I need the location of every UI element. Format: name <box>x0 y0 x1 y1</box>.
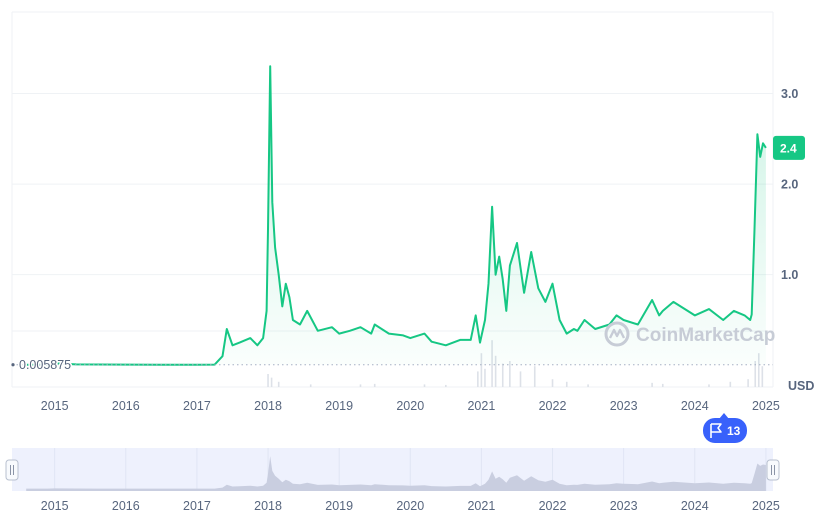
event-flag-pointer <box>719 413 729 419</box>
volume-bar <box>501 363 504 387</box>
x-tick-label: 2015 <box>41 399 69 413</box>
navigator-x-tick-label: 2015 <box>41 499 69 513</box>
navigator-x-tick-label: 2019 <box>325 499 353 513</box>
y-tick-label: 3.0 <box>781 87 798 101</box>
volume-bar <box>754 361 757 387</box>
x-tick-label: 2020 <box>396 399 424 413</box>
navigator-x-tick-label: 2018 <box>254 499 282 513</box>
start-price-dot <box>11 363 15 367</box>
volume-bar <box>651 382 653 387</box>
x-tick-label: 2025 <box>752 399 780 413</box>
x-tick-label: 2023 <box>610 399 638 413</box>
navigator-x-tick-label: 2023 <box>610 499 638 513</box>
current-price-label: 2.4 <box>780 141 797 155</box>
volume-bar <box>551 379 554 387</box>
navigator-right-handle[interactable] <box>766 459 780 481</box>
x-tick-label: 2019 <box>325 399 353 413</box>
chart-grid <box>11 11 774 388</box>
volume-bar <box>747 379 749 387</box>
navigator-price-area <box>26 456 766 491</box>
current-price-badge: 2.4 <box>773 135 805 160</box>
volume-bar <box>359 384 362 387</box>
price-area <box>26 66 766 365</box>
x-axis: 2014201520162017201820192020202120222023… <box>41 399 780 413</box>
volume-bar <box>423 384 426 387</box>
price-line[interactable] <box>26 65 767 366</box>
volume-bar <box>565 381 568 387</box>
drag-handle-icon <box>10 465 14 475</box>
x-tick-label: 2018 <box>254 399 282 413</box>
x-tick-label: 2017 <box>183 399 211 413</box>
start-price-label: 0.005875 <box>19 358 71 372</box>
navigator-x-axis: 2014201520162017201820192020202120222023… <box>41 499 780 513</box>
navigator-x-tick-label: 2020 <box>396 499 424 513</box>
volume-bar <box>708 384 710 387</box>
volume-bar <box>761 366 764 387</box>
coinmarketcap-logo-icon <box>604 321 630 347</box>
y-axis: 1.0 2.0 3.0 <box>781 87 798 282</box>
navigator-x-tick-label: 2017 <box>183 499 211 513</box>
watermark-brand-text: CoinMarketCap <box>636 325 775 346</box>
range-navigator[interactable]: 2014201520162017201820192020202120222023… <box>0 448 780 513</box>
volume-bar <box>494 355 497 387</box>
volume-bar <box>445 384 447 387</box>
x-tick-label: 2021 <box>467 399 495 413</box>
navigator-x-tick-label: 2016 <box>112 499 140 513</box>
flag-icon <box>710 423 722 438</box>
current-price-badge-background <box>773 135 805 160</box>
event-flag-count: 13 <box>727 424 741 438</box>
x-tick-label: 2022 <box>539 399 567 413</box>
volume-bar <box>477 371 479 387</box>
navigator-x-tick-label: 2022 <box>539 499 567 513</box>
volume-bar <box>587 384 589 387</box>
y-tick-label: 1.0 <box>781 268 798 282</box>
x-tick-label: 2024 <box>681 399 709 413</box>
volume-bar <box>270 377 273 387</box>
volume-bar <box>533 366 536 387</box>
navigator-x-tick-label: 2021 <box>467 499 495 513</box>
volume-bar <box>267 374 269 387</box>
volume-bar <box>373 383 376 387</box>
volume-bar <box>480 353 483 387</box>
volume-bar <box>729 381 732 387</box>
navigator-x-tick-label: 2024 <box>681 499 709 513</box>
volume-bar <box>309 384 312 387</box>
y-tick-label: 2.0 <box>781 178 798 192</box>
volume-bar <box>484 368 486 387</box>
volume-bar <box>661 383 664 387</box>
navigator-x-tick-label: 2025 <box>752 499 780 513</box>
y-axis-unit-label: USD <box>788 379 814 393</box>
drag-handle-icon <box>771 465 775 475</box>
coinmarketcap-watermark: CoinMarketCap <box>604 321 775 347</box>
volume-bar <box>519 371 522 387</box>
navigator-left-handle[interactable] <box>5 459 19 481</box>
event-flag-button[interactable]: 13 <box>703 413 747 443</box>
volume-bar <box>757 353 760 387</box>
volume-bar <box>509 361 511 387</box>
x-tick-label: 2016 <box>112 399 140 413</box>
event-flag-background <box>703 418 747 443</box>
volume-bar <box>277 381 280 387</box>
